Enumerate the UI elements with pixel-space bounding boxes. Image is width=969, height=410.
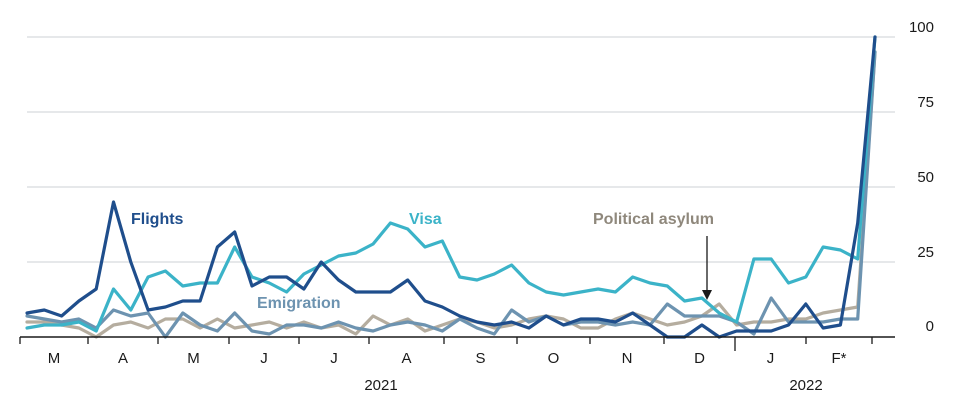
x-tick-label: J — [767, 350, 775, 367]
x-tick-label: O — [548, 350, 560, 367]
x-year-label: 2022 — [789, 377, 822, 394]
asylum-pointer-arrowhead — [702, 290, 712, 300]
emigration-label: Emigration — [257, 295, 341, 312]
gridlines — [27, 36, 895, 263]
series-lines — [25, 35, 877, 339]
x-tick-label: F* — [832, 350, 847, 367]
x-tick-label: S — [475, 350, 485, 367]
flights-label: Flights — [131, 211, 184, 228]
series-line-emigration — [25, 50, 877, 339]
series-line-flights — [25, 35, 877, 339]
x-tick-label: A — [118, 350, 128, 367]
x-tick-label: J — [260, 350, 268, 367]
series-line-visa — [25, 35, 877, 333]
x-tick-label: A — [401, 350, 411, 367]
y-tick-label: 50 — [917, 169, 934, 186]
x-axis: M A M J J A S O N D J F* 2021 2022 — [19, 336, 895, 394]
y-tick-label: 0 — [926, 318, 934, 335]
y-tick-label: 100 — [909, 19, 934, 36]
x-year-label: 2021 — [364, 377, 397, 394]
x-tick-label: M — [48, 350, 61, 367]
y-axis-ticks: 0 25 50 75 100 — [909, 19, 934, 335]
visa-label: Visa — [409, 211, 442, 228]
series-line-political-asylum — [25, 50, 877, 339]
y-tick-label: 25 — [917, 244, 934, 261]
x-tick-label: N — [622, 350, 633, 367]
asylum-label: Political asylum — [593, 211, 714, 228]
y-tick-label: 75 — [917, 94, 934, 111]
x-tick-label: J — [330, 350, 338, 367]
x-tick-label: M — [187, 350, 200, 367]
x-tick-label: D — [694, 350, 705, 367]
